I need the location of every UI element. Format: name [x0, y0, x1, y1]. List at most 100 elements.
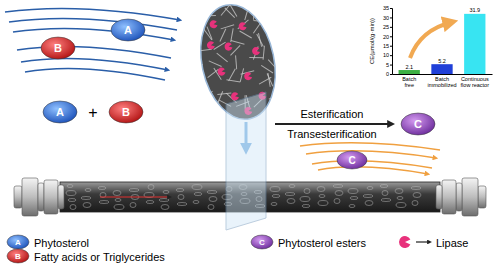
sem-fiber: [226, 69, 237, 81]
tube-fitting: [14, 178, 64, 216]
tube-pore: [99, 201, 109, 204]
sem-fiber: [229, 45, 242, 55]
sem-fiber: [267, 99, 279, 111]
sem-fiber: [202, 13, 216, 18]
legend-label: Phytosterol esters: [278, 237, 367, 249]
x-tick: Batchfree: [402, 76, 416, 88]
molecule-shape: [111, 19, 145, 41]
flow-line: [25, 68, 165, 80]
fitting-part: [462, 178, 478, 216]
molecule-shape: [337, 151, 367, 169]
tube-pore: [395, 189, 403, 194]
tube-pore: [319, 195, 325, 198]
y-axis-title: CE(μmol/(g·min)): [369, 18, 375, 64]
molecule-shape: [7, 249, 29, 263]
y-tick-label: 5: [386, 62, 389, 68]
sem-fiber: [213, 42, 227, 49]
lipase-icon: [238, 22, 247, 31]
molecule-shape: [251, 235, 273, 249]
sem-fiber: [217, 51, 228, 63]
tube-pore: [365, 201, 373, 206]
sem-fiber: [228, 28, 236, 42]
flow-line: [318, 167, 428, 174]
lipase-icon: [206, 41, 215, 50]
molecule-c: C: [401, 113, 435, 135]
flow-line: [5, 8, 180, 20]
molecule-label: A: [56, 106, 64, 118]
sem-fiber: [220, 25, 234, 29]
molecule-label: A: [15, 238, 21, 247]
tube-pore: [129, 189, 139, 192]
tube-pore: [176, 189, 184, 192]
sem-fiber: [209, 58, 222, 68]
y-tick-label: 10: [383, 52, 389, 58]
sem-fiber: [231, 38, 245, 47]
sem-fiber: [260, 46, 267, 60]
tube-pore: [271, 203, 277, 206]
data-label: 31.9: [469, 7, 480, 13]
sem-fiber: [253, 18, 267, 25]
sem-fiber: [271, 103, 282, 115]
fitting-part: [456, 183, 462, 211]
y-tick-mark: [390, 17, 392, 18]
tube-pore: [114, 205, 124, 210]
flow-line: [9, 18, 177, 30]
sem-fiber: [268, 58, 278, 71]
tube-pore: [115, 199, 121, 202]
molecule-c: C: [251, 235, 273, 249]
tube-pore: [302, 205, 310, 208]
molecule-shape: [7, 235, 29, 249]
sem-fiber: [199, 0, 203, 13]
fitting-part: [38, 183, 44, 211]
tube-pore: [81, 197, 91, 200]
lipase-icon: [251, 46, 260, 55]
tube-pore: [148, 185, 154, 190]
data-label: 2.1: [405, 64, 413, 70]
tube-pore: [85, 189, 91, 192]
tube-pore: [317, 187, 325, 192]
sem-fiber: [251, 6, 257, 20]
lipase-icon: [399, 236, 410, 248]
molecule-label: B: [15, 252, 21, 261]
flow-line: [17, 46, 171, 58]
y-tick: 20: [383, 34, 392, 40]
y-tick-mark: [390, 8, 392, 9]
lipase-icon: [209, 20, 218, 29]
tube-pore: [113, 191, 121, 196]
tube-pore: [177, 203, 187, 206]
sem-fiber: [261, 63, 273, 75]
tube-pore: [349, 205, 355, 208]
tube-pore: [161, 205, 169, 210]
y-tick-label: 25: [383, 24, 389, 30]
bar: [431, 64, 452, 74]
flow-line: [306, 151, 436, 158]
sem-fiber: [230, 4, 237, 18]
tube-pore: [285, 193, 295, 196]
molecule-a: A: [7, 235, 29, 249]
sem-fiber: [278, 98, 287, 112]
legend-label: Fatty acids or Triglycerides: [34, 251, 165, 263]
sem-fiber: [251, 46, 261, 59]
tube-pore: [382, 191, 388, 196]
y-tick-label: 15: [383, 43, 389, 49]
fitting-part: [436, 185, 442, 209]
data-label: 5.2: [438, 58, 446, 64]
molecule-label: A: [124, 24, 132, 36]
reaction-arrow: [275, 123, 392, 125]
bar: [399, 70, 420, 74]
molecule-b: B: [7, 249, 29, 263]
lipase-icon: [230, 92, 239, 101]
y-tick: 30: [383, 15, 392, 21]
tube-pore: [207, 191, 217, 194]
y-tick-mark: [390, 74, 392, 75]
legend-arrow: [416, 241, 430, 242]
sem-fiber: [225, 6, 235, 19]
x-tick-label: Batchfree: [402, 76, 416, 88]
tube-pore: [163, 191, 169, 194]
sem-fiber: [257, 33, 264, 47]
tube-pore: [396, 203, 406, 208]
tube-pore: [287, 199, 295, 204]
tube-pore: [70, 205, 76, 210]
legend-label: Lipase: [436, 237, 468, 249]
tube-pore: [192, 185, 202, 190]
